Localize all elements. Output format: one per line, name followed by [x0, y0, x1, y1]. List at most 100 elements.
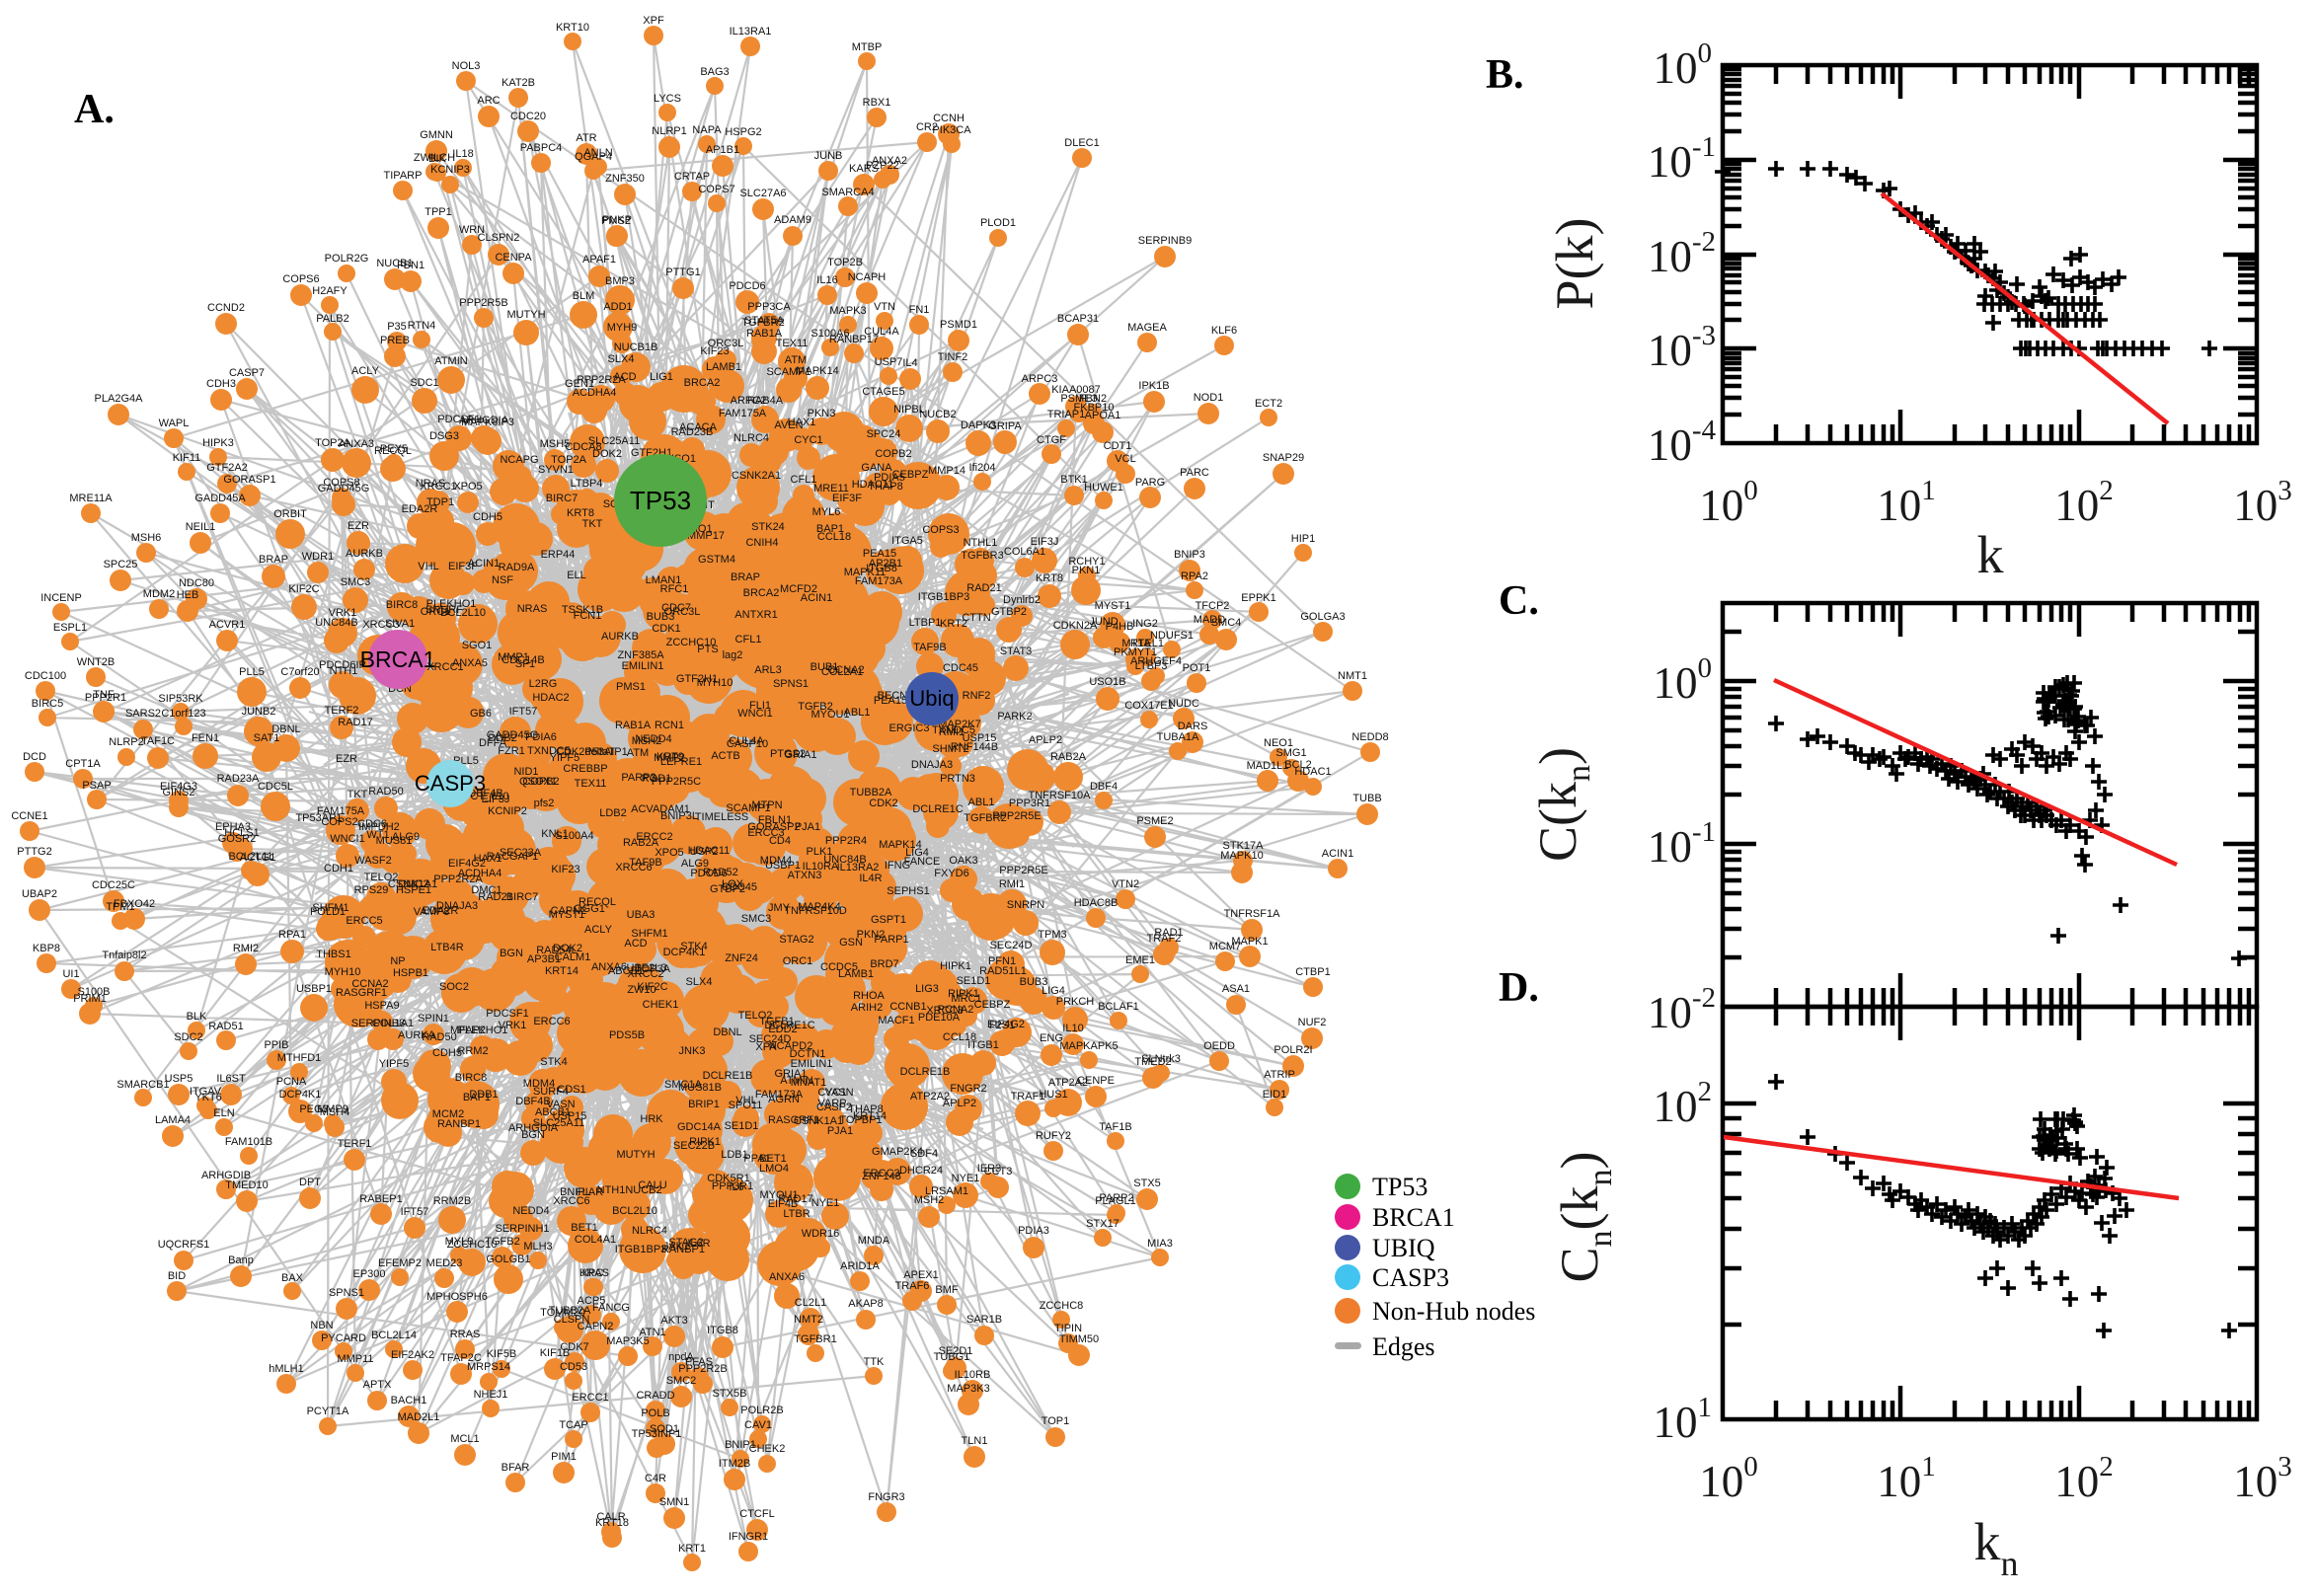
- svg-text:DCLRE1C: DCLRE1C: [912, 803, 963, 815]
- svg-text:PARP3: PARP3: [621, 772, 656, 784]
- svg-text:NDC80: NDC80: [179, 577, 214, 589]
- svg-text:ARPC2: ARPC2: [731, 395, 767, 407]
- svg-text:STK17A: STK17A: [1223, 840, 1265, 852]
- svg-text:BLK: BLK: [187, 1011, 207, 1023]
- svg-text:COPS6: COPS6: [282, 273, 319, 285]
- svg-text:MPHOSPH6: MPHOSPH6: [426, 1291, 488, 1303]
- svg-text:DBNL: DBNL: [271, 723, 300, 735]
- svg-text:KRT8: KRT8: [567, 507, 594, 519]
- svg-text:MAP2K7: MAP2K7: [938, 719, 980, 730]
- svg-text:BNIP3: BNIP3: [1174, 549, 1205, 561]
- svg-text:SEC24D: SEC24D: [749, 1033, 792, 1045]
- svg-text:PPIB: PPIB: [264, 1039, 288, 1051]
- svg-text:CENPA: CENPA: [495, 252, 532, 264]
- svg-text:UI1: UI1: [62, 968, 79, 980]
- svg-text:COPB2: COPB2: [522, 776, 559, 788]
- svg-text:TCAP: TCAP: [559, 1419, 587, 1431]
- svg-text:HSPG2: HSPG2: [725, 126, 761, 138]
- svg-text:NUCB2: NUCB2: [919, 409, 956, 420]
- svg-text:TFAP2C: TFAP2C: [440, 1352, 482, 1364]
- svg-text:UBIQ: UBIQ: [1372, 1234, 1435, 1262]
- svg-text:ARHGDIA: ARHGDIA: [508, 1122, 559, 1134]
- svg-text:RUFY2: RUFY2: [1036, 1130, 1071, 1142]
- svg-text:SMG1: SMG1: [1275, 747, 1306, 759]
- svg-text:MSH4: MSH4: [320, 1106, 350, 1118]
- svg-text:IL4: IL4: [902, 357, 917, 369]
- svg-text:TERF2: TERF2: [325, 705, 359, 717]
- svg-text:BGN: BGN: [521, 1129, 545, 1141]
- svg-text:pfs2: pfs2: [534, 798, 555, 809]
- svg-text:MDM4: MDM4: [760, 855, 792, 867]
- svg-text:DHCR24: DHCR24: [899, 1165, 943, 1177]
- svg-text:IFT57: IFT57: [509, 706, 538, 718]
- svg-text:FCN1: FCN1: [574, 610, 602, 622]
- svg-text:FNGR3: FNGR3: [868, 1491, 904, 1503]
- svg-text:WASF2: WASF2: [354, 855, 392, 867]
- svg-text:DBF4B: DBF4B: [468, 788, 502, 799]
- svg-text:BRCA2: BRCA2: [684, 377, 721, 389]
- svg-text:BCL2: BCL2: [1284, 759, 1312, 771]
- svg-text:MAPK8IP3: MAPK8IP3: [461, 417, 514, 428]
- svg-text:ANXA2: ANXA2: [872, 155, 907, 167]
- svg-text:LYCS: LYCS: [654, 93, 681, 105]
- svg-text:GB6: GB6: [470, 708, 492, 720]
- svg-text:KRT14: KRT14: [545, 965, 579, 977]
- svg-text:PDE10A: PDE10A: [918, 1012, 961, 1024]
- svg-text:NUCB2: NUCB2: [625, 1184, 661, 1196]
- svg-text:GADD45A: GADD45A: [194, 493, 246, 504]
- svg-text:USP15: USP15: [553, 1110, 587, 1122]
- svg-text:BAX: BAX: [281, 1272, 304, 1284]
- svg-text:KIF2C: KIF2C: [288, 583, 319, 595]
- svg-text:BCAP31: BCAP31: [1057, 313, 1099, 325]
- svg-text:IL6ST: IL6ST: [216, 1073, 246, 1085]
- svg-text:GOSR2: GOSR2: [218, 833, 257, 845]
- svg-text:TNF: TNF: [93, 689, 115, 701]
- svg-text:APEX1: APEX1: [903, 1269, 938, 1281]
- svg-text:HDAC11: HDAC11: [688, 845, 731, 857]
- svg-text:ORC1: ORC1: [783, 955, 813, 967]
- svg-text:EIF3F: EIF3F: [832, 493, 862, 504]
- svg-text:SHMT2: SHMT2: [932, 743, 968, 755]
- svg-text:SHFM1: SHFM1: [631, 928, 667, 940]
- svg-text:CHEK2: CHEK2: [749, 1443, 786, 1455]
- svg-text:NLRC4: NLRC4: [733, 432, 769, 444]
- svg-text:BCL2L11: BCL2L11: [228, 851, 272, 863]
- svg-text:SGO1: SGO1: [462, 640, 493, 651]
- svg-text:MMP14: MMP14: [928, 465, 965, 477]
- svg-text:EMILIN1: EMILIN1: [622, 660, 664, 672]
- svg-text:SIVA1: SIVA1: [385, 618, 415, 630]
- svg-text:KARS: KARS: [849, 163, 879, 175]
- svg-text:SE1D1: SE1D1: [957, 975, 991, 987]
- svg-text:ZNF148: ZNF148: [862, 1171, 901, 1182]
- svg-text:PTS: PTS: [697, 644, 718, 655]
- svg-text:PJA1: PJA1: [795, 821, 820, 833]
- svg-text:GTF2A2: GTF2A2: [206, 462, 248, 474]
- svg-text:RANBP17: RANBP17: [829, 334, 879, 345]
- svg-text:JUNB: JUNB: [814, 150, 843, 162]
- svg-text:XRCC3: XRCC3: [362, 619, 399, 631]
- svg-text:PLK1: PLK1: [807, 846, 833, 858]
- svg-text:GSN: GSN: [839, 937, 863, 949]
- svg-text:PSME3: PSME3: [1060, 393, 1097, 405]
- svg-text:EDA2R: EDA2R: [423, 905, 459, 917]
- svg-text:CPT1A: CPT1A: [65, 758, 101, 770]
- svg-text:UBAP2: UBAP2: [22, 888, 57, 900]
- svg-text:SLNtrk3: SLNtrk3: [1141, 1053, 1181, 1065]
- svg-text:PCNA2: PCNA2: [938, 1004, 974, 1016]
- svg-text:MAPK11: MAPK11: [844, 567, 887, 578]
- svg-text:CCNE1: CCNE1: [11, 810, 47, 822]
- svg-text:TIPARP: TIPARP: [384, 170, 423, 182]
- svg-text:TUBB2A: TUBB2A: [549, 1305, 591, 1317]
- svg-text:CAPN2: CAPN2: [551, 905, 587, 917]
- svg-text:CDC45: CDC45: [943, 662, 978, 674]
- svg-text:ACTG1: ACTG1: [240, 852, 276, 864]
- svg-text:RRAS: RRAS: [450, 1329, 481, 1340]
- svg-text:ORC1: ORC1: [421, 606, 451, 618]
- svg-text:CFL1: CFL1: [791, 474, 817, 486]
- svg-text:MAD2L1: MAD2L1: [398, 1411, 440, 1423]
- svg-text:STX5: STX5: [1133, 1178, 1161, 1189]
- svg-text:B.: B.: [1486, 52, 1524, 98]
- svg-text:CENPE: CENPE: [1077, 1075, 1115, 1087]
- svg-text:BET1: BET1: [759, 1153, 787, 1165]
- svg-text:ANXA6: ANXA6: [591, 961, 627, 973]
